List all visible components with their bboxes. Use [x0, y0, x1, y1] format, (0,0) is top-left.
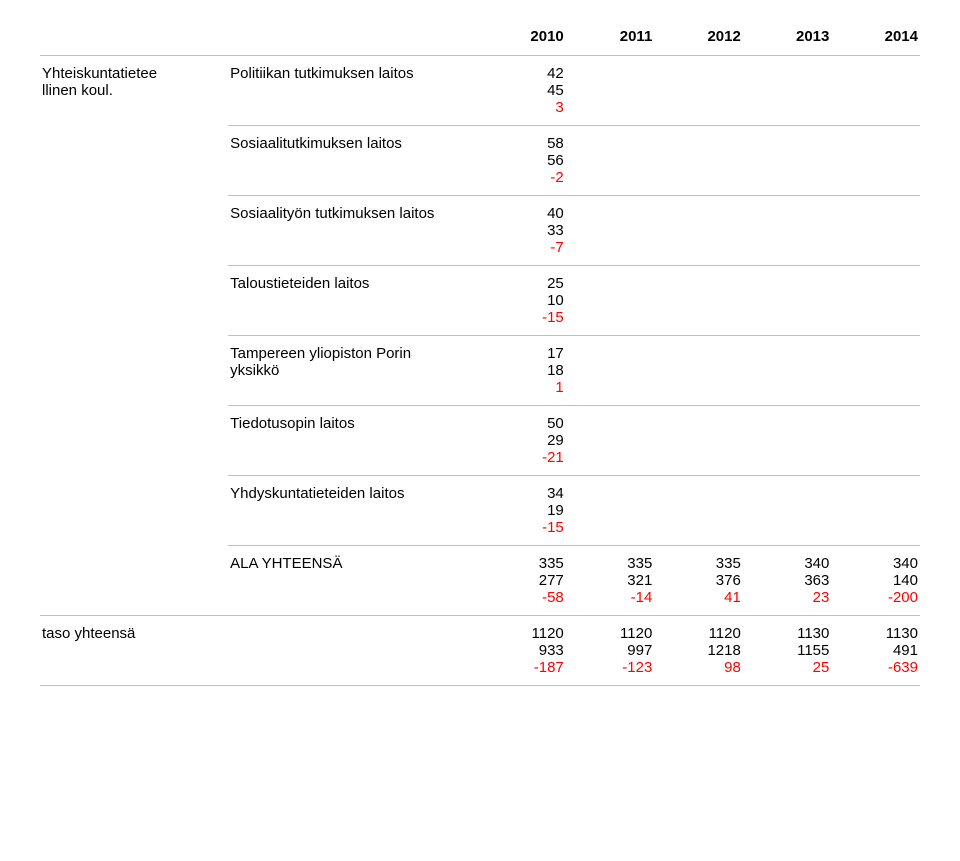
table-row: yksikkö 18	[40, 362, 920, 379]
subtotal-label: ALA YHTEENSÄ	[228, 546, 499, 573]
year-2011: 2011	[583, 28, 654, 56]
cell-diff: -21	[499, 449, 565, 476]
page: 2010 2011 2012 2013 2014 Yhteiskuntatiet…	[0, 0, 960, 726]
table-row: -2	[40, 169, 920, 196]
row-label: Sosiaalityön tutkimuksen laitos	[228, 196, 499, 223]
cell-diff: 23	[761, 589, 832, 616]
table-row: Sosiaalitutkimuksen laitos 58	[40, 126, 920, 153]
grand-total-row: -187 -123 98 25 -639	[40, 659, 920, 686]
cell-value: 19	[499, 502, 565, 519]
year-2010: 2010	[499, 28, 565, 56]
cell-value: 18	[499, 362, 565, 379]
subtotal-row: ALA YHTEENSÄ 335 335 335 340 340	[40, 546, 920, 573]
cell-diff: -187	[499, 659, 565, 686]
cell-value: 1120	[672, 616, 743, 643]
table-row: -15	[40, 519, 920, 546]
table-row: 33	[40, 222, 920, 239]
year-2014: 2014	[849, 28, 920, 56]
table-row: 29	[40, 432, 920, 449]
header-row: 2010 2011 2012 2013 2014	[40, 28, 920, 56]
cell-value: 33	[499, 222, 565, 239]
cell-value: 40	[499, 196, 565, 223]
table-row: Yhdyskuntatieteiden laitos 34	[40, 476, 920, 503]
cell-value: 1120	[583, 616, 654, 643]
cell-diff: -2	[499, 169, 565, 196]
cell-value: 50	[499, 406, 565, 433]
subtotal-row: 277 321 376 363 140	[40, 572, 920, 589]
left-group: Yhteiskuntatietee llinen koul.	[40, 56, 228, 126]
cell-diff: -58	[499, 589, 565, 616]
cell-value: 376	[672, 572, 743, 589]
data-table: 2010 2011 2012 2013 2014 Yhteiskuntatiet…	[40, 28, 920, 686]
cell-diff: 25	[761, 659, 832, 686]
left-group-line1: Yhteiskuntatietee	[42, 65, 157, 82]
table-row: 10	[40, 292, 920, 309]
cell-value: 491	[849, 642, 920, 659]
cell-value: 277	[499, 572, 565, 589]
table-row: -7	[40, 239, 920, 266]
table-row: Yhteiskuntatietee llinen koul. Politiika…	[40, 56, 920, 83]
row-label: Tiedotusopin laitos	[228, 406, 499, 433]
table-row: Tiedotusopin laitos 50	[40, 406, 920, 433]
cell-value: 34	[499, 476, 565, 503]
row-label-line2: yksikkö	[228, 362, 499, 379]
cell-value: 45	[499, 82, 565, 99]
table-row: Taloustieteiden laitos 25	[40, 266, 920, 293]
table-row: 56	[40, 152, 920, 169]
cell-value: 340	[761, 546, 832, 573]
table-row: -21	[40, 449, 920, 476]
table-row: 19	[40, 502, 920, 519]
cell-value: 17	[499, 336, 565, 363]
row-label: Yhdyskuntatieteiden laitos	[228, 476, 499, 503]
cell-value: 335	[499, 546, 565, 573]
row-label: Tampereen yliopiston Porin	[228, 336, 499, 363]
cell-diff: -639	[849, 659, 920, 686]
cell-value: 340	[849, 546, 920, 573]
cell-value: 10	[499, 292, 565, 309]
cell-value: 335	[583, 546, 654, 573]
cell-value: 29	[499, 432, 565, 449]
left-group-line2: llinen koul.	[42, 82, 113, 99]
cell-diff: 98	[672, 659, 743, 686]
cell-value: 1130	[761, 616, 832, 643]
cell-diff: -14	[583, 589, 654, 616]
row-label: Sosiaalitutkimuksen laitos	[228, 126, 499, 153]
cell-value: 335	[672, 546, 743, 573]
row-label: Politiikan tutkimuksen laitos	[228, 56, 499, 83]
cell-diff: -200	[849, 589, 920, 616]
cell-value: 25	[499, 266, 565, 293]
year-2013: 2013	[761, 28, 832, 56]
row-label: Taloustieteiden laitos	[228, 266, 499, 293]
table-row: Sosiaalityön tutkimuksen laitos 40	[40, 196, 920, 223]
cell-diff: -15	[499, 309, 565, 336]
cell-value: 56	[499, 152, 565, 169]
cell-value: 1218	[672, 642, 743, 659]
cell-value: 42	[499, 56, 565, 83]
cell-value: 58	[499, 126, 565, 153]
grand-total-row: taso yhteensä 1120 1120 1120 1130 1130	[40, 616, 920, 643]
cell-value: 1130	[849, 616, 920, 643]
cell-value: 1120	[499, 616, 565, 643]
cell-value: 1155	[761, 642, 832, 659]
cell-value: 933	[499, 642, 565, 659]
cell-diff: 3	[499, 99, 565, 126]
cell-value: 321	[583, 572, 654, 589]
table-row: 1	[40, 379, 920, 406]
grand-total-row: 933 997 1218 1155 491	[40, 642, 920, 659]
subtotal-row: -58 -14 41 23 -200	[40, 589, 920, 616]
cell-value: 363	[761, 572, 832, 589]
year-2012: 2012	[672, 28, 743, 56]
cell-diff: 1	[499, 379, 565, 406]
cell-diff: -15	[499, 519, 565, 546]
cell-diff: -123	[583, 659, 654, 686]
table-row: Tampereen yliopiston Porin 17	[40, 336, 920, 363]
grand-total-label: taso yhteensä	[40, 616, 499, 643]
cell-diff: 41	[672, 589, 743, 616]
cell-value: 997	[583, 642, 654, 659]
cell-value: 140	[849, 572, 920, 589]
table-row: -15	[40, 309, 920, 336]
cell-diff: -7	[499, 239, 565, 266]
